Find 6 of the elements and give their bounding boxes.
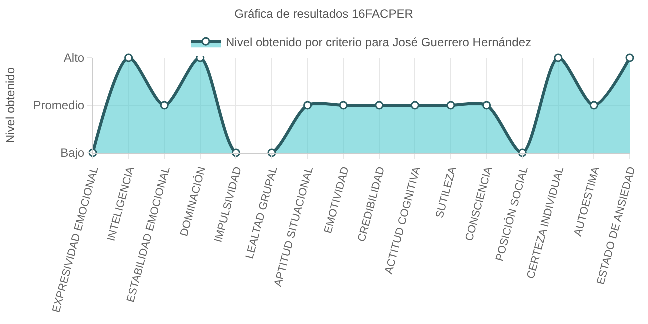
category-label: Promedio xyxy=(33,98,85,113)
category-label: Alto xyxy=(64,51,85,66)
y-axis-title: Nivel obtenido xyxy=(4,67,18,144)
chart-title: Gráfica de resultados 16FACPER xyxy=(234,7,414,22)
category-label: Bajo xyxy=(60,146,85,160)
legend-label: Nivel obtenido por criterio para José Guerrero Hernández xyxy=(226,35,532,50)
